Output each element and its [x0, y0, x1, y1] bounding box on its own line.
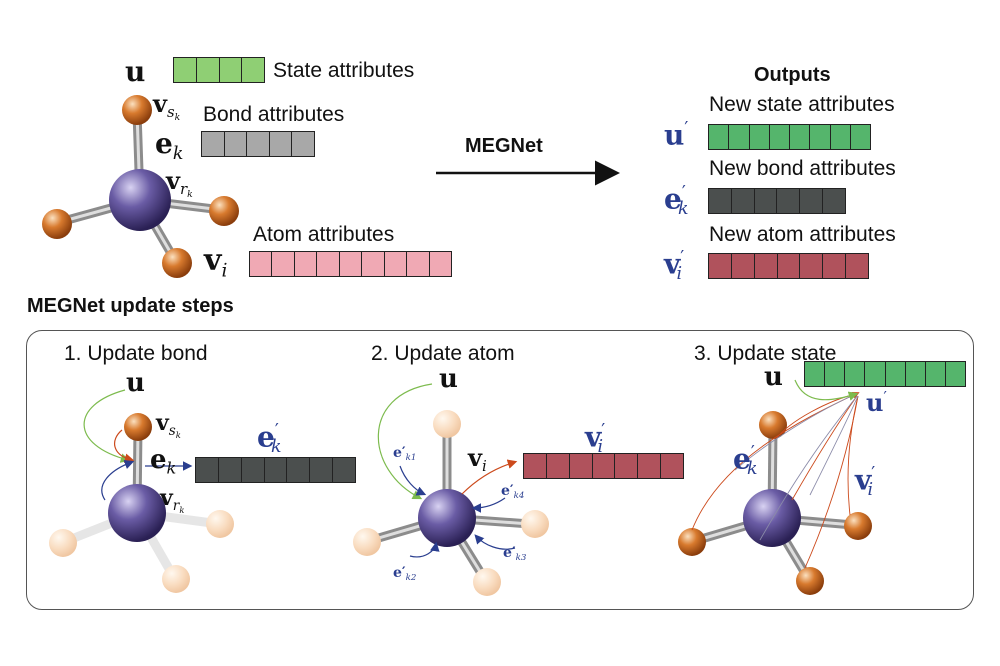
outputs-title: Outputs: [754, 64, 831, 86]
step1-u: u: [126, 368, 145, 398]
step2-vi: vi: [468, 443, 487, 476]
new-atom-label: New atom attributes: [709, 223, 896, 246]
step2-vi-prime: v′i: [585, 420, 606, 458]
top-molecule: [42, 95, 239, 278]
atom-vs-icon: [122, 95, 152, 125]
update-steps-title: MEGNet update steps: [27, 295, 234, 317]
step2-ek3: e′k3: [503, 545, 527, 564]
step3-u: u: [764, 362, 783, 392]
step1-molecule: [49, 389, 234, 593]
atom-attributes-label: Atom attributes: [253, 223, 395, 246]
step1-label: 1. Update bond: [64, 342, 208, 365]
atom-vi-icon: [162, 248, 192, 278]
step3-molecule: [678, 379, 872, 595]
step2-ek2: e′k2: [393, 565, 417, 584]
atom-left-icon: [42, 209, 72, 239]
step1-vr: vrk: [160, 485, 185, 515]
atom-center-icon: [109, 169, 171, 231]
new-state-label: New state attributes: [709, 93, 895, 116]
step3-new-state-bar: [804, 361, 966, 387]
new-state-bar: [708, 124, 871, 150]
new-atom-symbol: v′i: [664, 247, 685, 285]
step1-ek-prime: e′k: [257, 420, 282, 458]
step1-new-bond-bar: [195, 457, 356, 483]
update-steps-panel: [26, 330, 974, 610]
new-bond-symbol: e′k: [664, 182, 689, 220]
state-attributes-label: State attributes: [273, 59, 415, 82]
atom-attributes-bar: [249, 251, 452, 277]
new-bond-bar: [708, 188, 846, 214]
step3-label: 3. Update state: [694, 342, 837, 365]
step2-u: u: [439, 364, 458, 394]
bond-source-symbol: vsk: [153, 89, 181, 124]
bond-symbol-ek: ek: [155, 127, 184, 165]
step3-ek-prime: e′k: [733, 442, 758, 480]
new-state-symbol: u′: [664, 118, 689, 152]
bond-receiver-symbol: vrk: [166, 166, 193, 201]
step2-molecule: [353, 383, 549, 596]
step3-vi-prime: v′i: [855, 463, 876, 501]
step2-ek1: e′k1: [393, 445, 417, 464]
atom-right-icon: [209, 196, 239, 226]
step2-new-atom-bar: [523, 453, 684, 479]
step2-label: 2. Update atom: [371, 342, 515, 365]
step3-u-prime: u′: [866, 387, 887, 417]
bond-attributes-bar: [201, 131, 315, 157]
state-symbol-u: u: [125, 55, 146, 88]
step1-vs: vsk: [156, 410, 181, 440]
step2-ek4: e′k4: [501, 483, 525, 502]
bond-attributes-label: Bond attributes: [203, 103, 345, 126]
new-bond-label: New bond attributes: [709, 157, 896, 180]
atom-symbol-vi: vi: [204, 243, 228, 282]
megnet-arrow-label: MEGNet: [465, 135, 543, 157]
new-atom-bar: [708, 253, 869, 279]
state-attributes-bar: [173, 57, 265, 83]
step1-ek: ek: [150, 445, 177, 478]
